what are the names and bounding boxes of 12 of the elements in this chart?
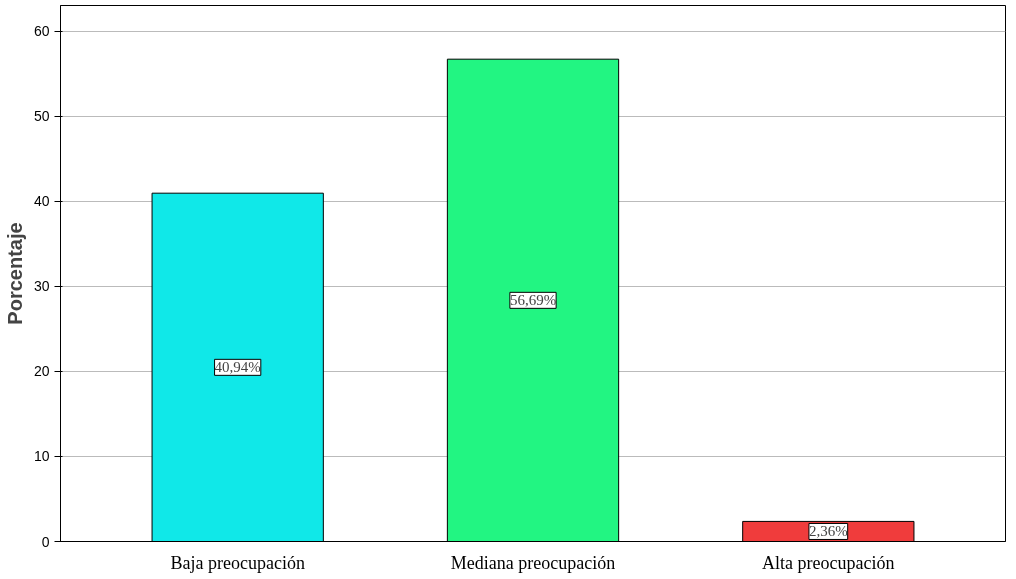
y-axis-title: Porcentaje xyxy=(3,222,26,325)
y-tick-label: 30 xyxy=(33,278,50,295)
x-tick-label: Alta preocupación xyxy=(762,552,895,573)
y-tick-label: 10 xyxy=(33,448,50,465)
x-tick-label: Baja preocupación xyxy=(170,552,305,573)
y-tick-label: 60 xyxy=(33,23,50,40)
x-tick-label: Mediana preocupación xyxy=(450,552,616,573)
y-tick-label: 50 xyxy=(33,108,50,125)
y-tick-label: 40 xyxy=(33,193,50,210)
data-label: 56,69% xyxy=(509,292,557,309)
y-tick-label: 0 xyxy=(41,533,50,550)
y-tick-label: 20 xyxy=(33,363,50,380)
